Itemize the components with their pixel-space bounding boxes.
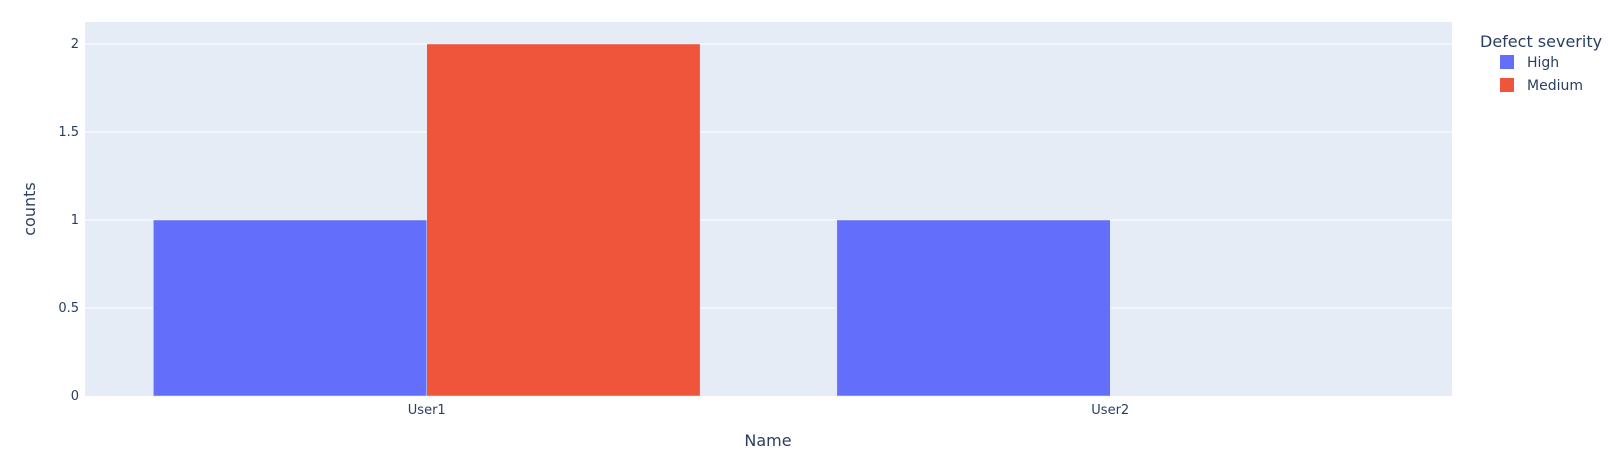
legend-swatch-high[interactable] <box>1500 55 1514 69</box>
y-tick-label: 1 <box>71 213 79 228</box>
legend-items: High Medium <box>1500 55 1583 94</box>
y-axis-ticks: 0 0.5 1 1.5 2 <box>58 37 79 404</box>
legend-swatch-medium[interactable] <box>1500 78 1514 92</box>
legend-title: Defect severity <box>1480 32 1602 51</box>
y-tick-label: 0.5 <box>58 301 79 316</box>
bar-high-user2[interactable] <box>836 219 1111 397</box>
y-tick-label: 2 <box>71 37 79 52</box>
bar-high-user1[interactable] <box>153 219 427 397</box>
y-tick-label: 1.5 <box>58 125 79 140</box>
y-axis-title: counts <box>20 182 39 235</box>
x-axis-title: Name <box>744 431 791 450</box>
x-tick-label: User2 <box>1091 403 1129 418</box>
y-tick-label: 0 <box>71 389 79 404</box>
legend: Defect severity High Medium <box>1480 32 1602 94</box>
x-tick-label: User1 <box>408 403 446 418</box>
x-axis-ticks: User1 User2 <box>408 403 1129 418</box>
bars <box>153 43 1111 397</box>
legend-label-medium[interactable]: Medium <box>1527 78 1583 94</box>
bar-medium-user1[interactable] <box>426 43 701 397</box>
legend-label-high[interactable]: High <box>1527 55 1559 71</box>
